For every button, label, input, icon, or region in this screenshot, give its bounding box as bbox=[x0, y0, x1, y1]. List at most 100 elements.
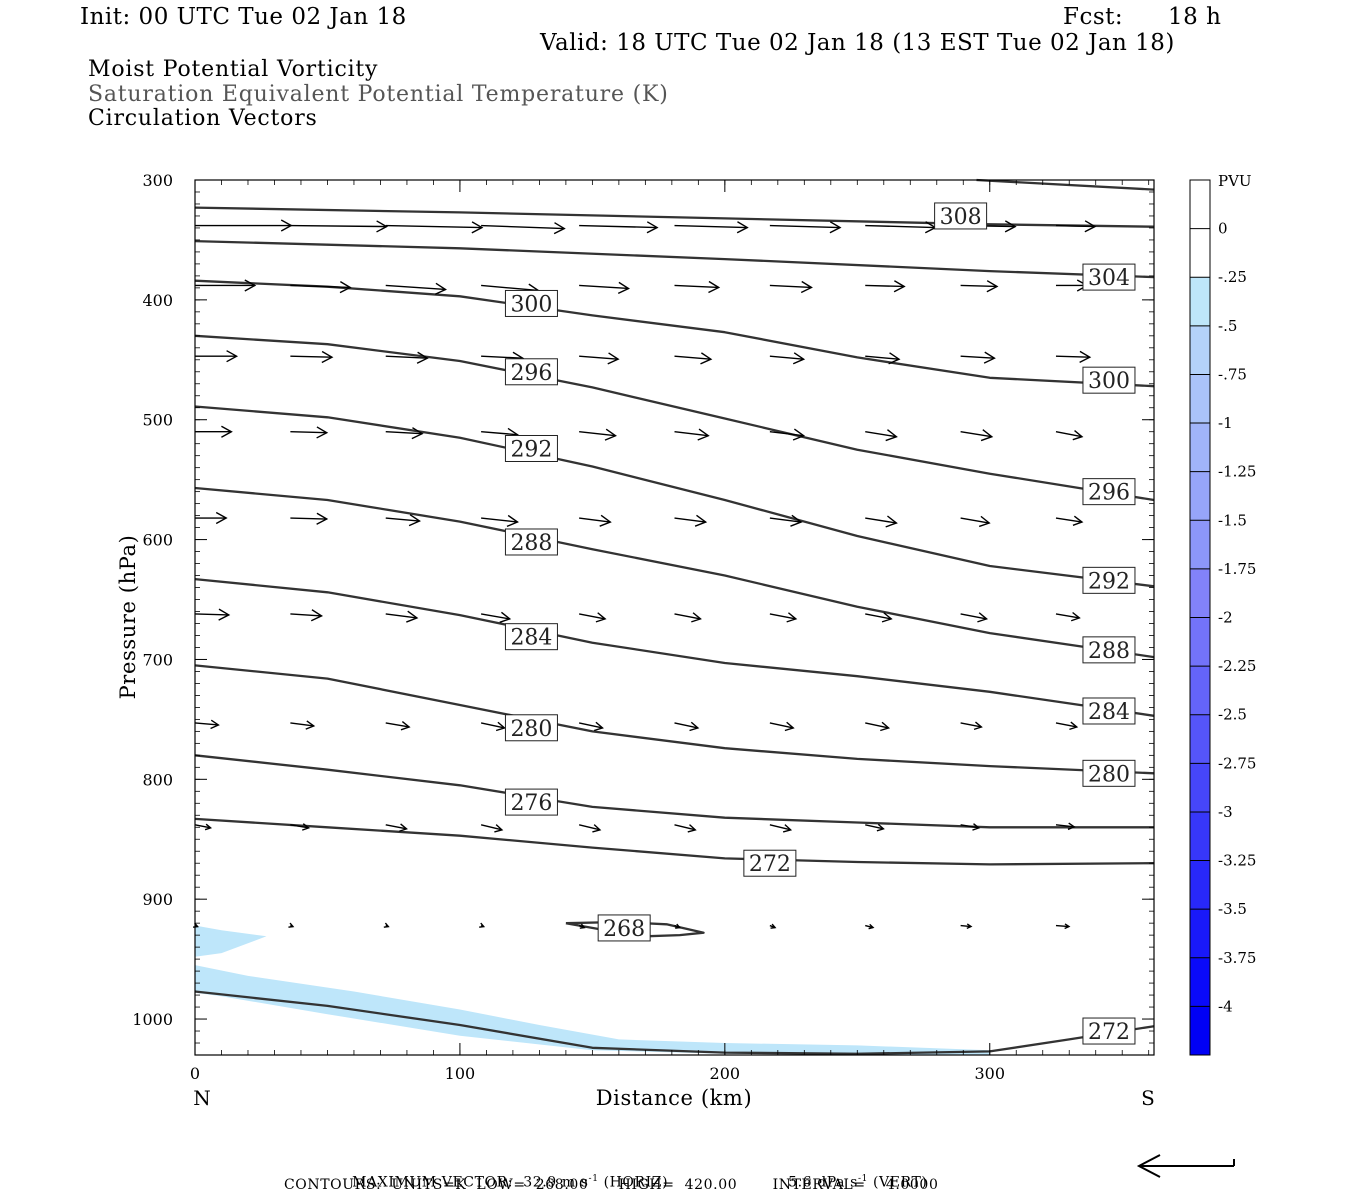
contour-label-box bbox=[504, 434, 558, 462]
contour-label-text: 284 bbox=[1088, 700, 1130, 725]
vector-head bbox=[800, 280, 813, 294]
vector-head bbox=[1079, 350, 1092, 364]
circulation-vector bbox=[579, 221, 659, 234]
vector-shaft bbox=[865, 722, 889, 729]
vector-head bbox=[416, 351, 429, 364]
theta-es-contour bbox=[194, 279, 1155, 388]
colorbar-label: -2 bbox=[1218, 609, 1233, 627]
x-axis-title: Distance (km) bbox=[596, 1086, 753, 1110]
vector-head bbox=[980, 429, 994, 442]
pv-shading-layer bbox=[195, 925, 990, 1055]
vector-head bbox=[579, 923, 586, 929]
vector-shaft bbox=[290, 722, 314, 727]
contour-label-box bbox=[504, 714, 558, 742]
circulation-vector bbox=[385, 282, 447, 295]
vector-head bbox=[881, 612, 893, 623]
vector-shaft bbox=[1055, 824, 1075, 828]
circulation-vector bbox=[1055, 515, 1084, 526]
colorbar-swatch bbox=[1190, 957, 1210, 1007]
colorbar-swatch bbox=[1190, 811, 1210, 862]
colorbar-swatch bbox=[1190, 277, 1210, 327]
contour-label-text: 292 bbox=[510, 437, 552, 462]
colorbar-label: -4 bbox=[1218, 997, 1233, 1015]
colorbar-label: 0 bbox=[1218, 220, 1228, 238]
vector-head bbox=[321, 350, 334, 364]
init-time: Init: 00 UTC Tue 02 Jan 18 bbox=[80, 4, 407, 30]
x-tick-label: 0 bbox=[190, 1064, 200, 1083]
vector-shaft bbox=[769, 355, 804, 360]
y-tick-label: 400 bbox=[142, 291, 173, 310]
circulation-vector bbox=[674, 428, 710, 441]
contour-label-text: 292 bbox=[1088, 569, 1130, 594]
max-vert-line: 5.6 dPa s-1 (VERT) bbox=[778, 1158, 927, 1191]
vector-head bbox=[592, 824, 602, 833]
field-title-vectors: Circulation Vectors bbox=[88, 106, 318, 131]
theta-es-contour bbox=[194, 405, 1155, 588]
circulation-vector bbox=[385, 721, 411, 731]
vector-head bbox=[305, 720, 316, 730]
vector-head bbox=[593, 721, 604, 732]
vector-head bbox=[210, 719, 220, 730]
vector-head bbox=[1004, 220, 1017, 233]
vector-shaft bbox=[865, 517, 897, 524]
circulation-vector bbox=[385, 514, 421, 527]
colorbar-swatch bbox=[1190, 763, 1210, 813]
vector-shaft bbox=[960, 722, 982, 728]
colorbar-label: -3.5 bbox=[1218, 900, 1247, 918]
max-vector-label: MAXIMUM VECTOR: bbox=[352, 1174, 514, 1191]
vector-head bbox=[406, 610, 419, 623]
vector-shaft bbox=[481, 284, 539, 292]
circulation-vector bbox=[674, 352, 713, 365]
vector-head bbox=[689, 721, 700, 732]
theta-es-contour bbox=[194, 206, 1155, 228]
circulation-vector bbox=[194, 608, 231, 621]
circulation-vector bbox=[1055, 822, 1076, 831]
contour-label-text: 288 bbox=[1088, 639, 1130, 664]
vector-shaft bbox=[290, 284, 351, 289]
circulation-vector bbox=[385, 427, 424, 440]
colorbar-swatch bbox=[1190, 714, 1210, 764]
contour-label-text: 272 bbox=[749, 852, 791, 877]
vector-head bbox=[708, 280, 721, 294]
circulation-vector bbox=[865, 612, 893, 623]
vector-head bbox=[339, 281, 352, 294]
circulation-vector bbox=[290, 281, 352, 294]
contour-label: 292 bbox=[504, 434, 558, 462]
vector-shaft bbox=[290, 224, 387, 228]
circulation-vector bbox=[865, 280, 906, 293]
circulation-vector bbox=[195, 511, 228, 525]
vector-head bbox=[782, 824, 793, 833]
colorbar-label: -3.75 bbox=[1218, 949, 1256, 967]
theta-es-contour bbox=[194, 486, 1155, 659]
vector-shaft bbox=[290, 824, 309, 829]
contour-label-box bbox=[597, 914, 651, 942]
circulation-vector bbox=[960, 721, 983, 731]
vector-head bbox=[1064, 923, 1071, 930]
vector-shaft bbox=[290, 431, 327, 434]
colorbar-label: -.75 bbox=[1218, 365, 1247, 383]
vector-shaft bbox=[960, 355, 995, 359]
contour-label-text: 296 bbox=[510, 361, 552, 386]
circulation-vector bbox=[1055, 350, 1092, 364]
contour-label-text: 276 bbox=[510, 791, 552, 816]
circulation-vector bbox=[674, 514, 708, 527]
circulation-vector bbox=[960, 923, 973, 929]
circulation-vector bbox=[1055, 721, 1079, 731]
circulation-vector bbox=[1055, 923, 1071, 930]
vector-shaft bbox=[865, 431, 897, 438]
vector-head bbox=[691, 612, 702, 623]
y-tick-label: 500 bbox=[142, 411, 173, 430]
circulation-vector bbox=[674, 721, 700, 732]
theta-es-contour bbox=[194, 334, 1155, 502]
contour-label: 308 bbox=[934, 202, 988, 230]
vector-shaft bbox=[865, 284, 905, 288]
forecast-hour: 18 h bbox=[1168, 4, 1222, 30]
circulation-vector bbox=[960, 429, 994, 442]
vector-shaft bbox=[769, 224, 841, 229]
contour-label-box bbox=[504, 289, 558, 317]
contour-label-box bbox=[743, 849, 797, 877]
vector-head bbox=[694, 514, 708, 527]
circulation-vector bbox=[290, 426, 329, 439]
circulation-vector bbox=[195, 425, 233, 438]
